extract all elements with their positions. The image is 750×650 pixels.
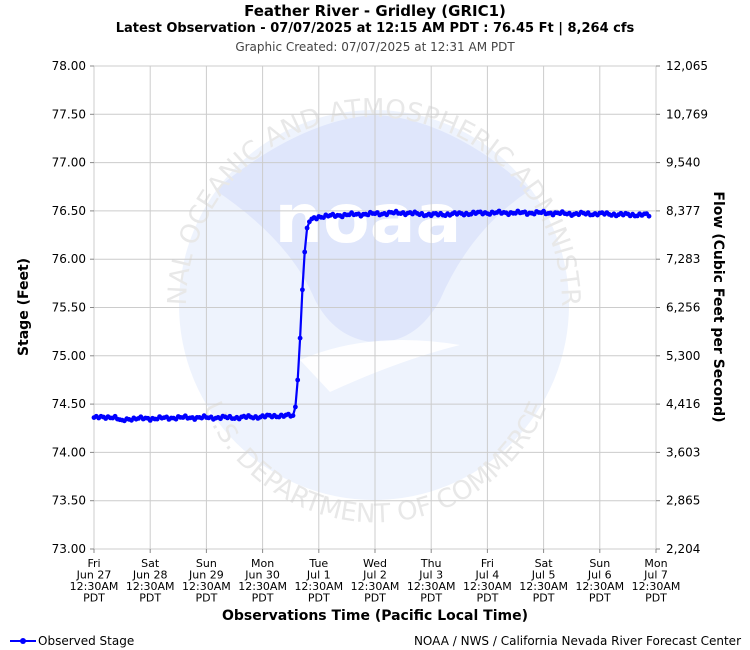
y2-axis-ticks: 2,204 2,865 3,603 4,416 5,300 6,256 7,283 8,377… (656, 59, 708, 556)
series-layer (91, 208, 652, 424)
chart-title: Feather River - Gridley (GRIC1) (244, 2, 506, 20)
observed-stage-point (293, 404, 298, 410)
observed-stage-point (300, 287, 305, 293)
noaa-wave-icon (300, 340, 460, 392)
observed-stage-point (646, 213, 652, 219)
y2-tick-label: 9,540 (666, 156, 700, 170)
x-tick-label: Sun Jul 6 12:30AM PDT (575, 557, 624, 605)
noaa-logo-text: noaa (275, 180, 462, 259)
x-tick-label: Fri Jun 27 12:30AM PDT (70, 557, 119, 605)
x-tick-label: Fri Jul 4 12:30AM PDT (463, 557, 512, 605)
y2-tick-label: 3,603 (666, 445, 700, 459)
y-tick-label: 77.00 (52, 156, 86, 170)
y2-tick-label: 5,300 (666, 349, 700, 363)
y-tick-label: 76.50 (52, 204, 86, 218)
y2-tick-label: 4,416 (666, 397, 700, 411)
y2-tick-label: 12,065 (666, 59, 708, 73)
y-tick-label: 75.50 (52, 301, 86, 315)
observed-stage-point (290, 413, 296, 418)
y2-tick-label: 8,377 (666, 204, 700, 218)
y2-tick-label: 2,204 (666, 542, 700, 556)
y2-tick-label: 6,256 (666, 301, 700, 315)
x-tick-label: Tue Jul 1 12:30AM PDT (294, 557, 343, 605)
y-axis-label: Stage (Feet) (16, 258, 32, 356)
y-tick-label: 74.00 (52, 445, 86, 459)
y-tick-label: 73.50 (52, 494, 86, 508)
y-tick-label: 77.50 (52, 107, 86, 121)
x-tick-label: Mon Jul 7 12:30AM PDT (632, 557, 681, 605)
noaa-bird-icon (215, 115, 530, 343)
x-tick-label: Thu Jul 3 12:30AM PDT (407, 557, 456, 605)
y-tick-label: 73.00 (52, 542, 86, 556)
y-tick-label: 75.00 (52, 349, 86, 363)
y-axis-ticks: 73.00 73.50 74.00 74.50 75.00 75.50 76.00 76.50… (52, 59, 94, 556)
noaa-watermark: noaa NATIONAL OCEANIC AND ATMOSPHERIC AD… (0, 0, 585, 530)
x-tick-label: Wed Jul 2 12:30AM PDT (351, 557, 400, 605)
legend-line-marker-icon (10, 635, 36, 647)
observed-stage-point (302, 249, 308, 255)
y-tick-label: 74.50 (52, 397, 86, 411)
y-tick-label: 78.00 (52, 59, 86, 73)
credit-text: NOAA / NWS / California Nevada River For… (413, 634, 741, 648)
grid (93, 65, 657, 550)
observed-stage-point (295, 377, 301, 383)
y2-axis-label: Flow (Cubic Feet per Second) (710, 191, 726, 422)
y2-tick-label: 2,865 (666, 494, 700, 508)
x-tick-label: Sat Jun 28 12:30AM PDT (126, 557, 175, 605)
x-tick-label: Mon Jun 30 12:30AM PDT (238, 557, 287, 605)
y2-tick-label: 7,283 (666, 252, 700, 266)
observed-stage-point (297, 335, 303, 341)
y-tick-label: 76.00 (52, 252, 86, 266)
legend: Observed Stage (10, 634, 134, 648)
x-axis-label: Observations Time (Pacific Local Time) (222, 608, 528, 624)
legend-label-observed-stage: Observed Stage (38, 634, 135, 648)
observed-stage-point (304, 225, 310, 231)
graphic-created: Graphic Created: 07/07/2025 at 12:31 AM … (235, 40, 515, 54)
x-tick-label: Sat Jul 5 12:30AM PDT (519, 557, 568, 605)
latest-observation: Latest Observation - 07/07/2025 at 12:15… (115, 21, 635, 36)
y2-tick-label: 10,769 (666, 107, 708, 121)
x-tick-label: Sun Jun 29 12:30AM PDT (182, 557, 231, 605)
